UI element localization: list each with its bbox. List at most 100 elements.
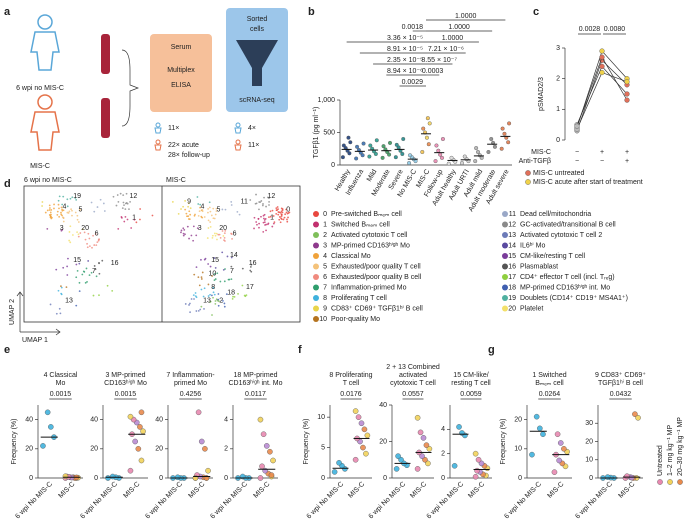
- umap-dot: [125, 192, 128, 195]
- legend-label: Pre-switched Bₘₑₘ cell: [331, 211, 402, 218]
- umap-dot: [180, 231, 182, 234]
- umap-dot: [48, 209, 51, 211]
- umap-dot: [258, 226, 260, 229]
- cluster-label: 8: [211, 284, 215, 291]
- plot-title: cytotoxic T cell: [390, 380, 436, 387]
- data-point: [419, 453, 425, 459]
- legend-swatch: [657, 479, 663, 485]
- umap-dot: [208, 201, 211, 204]
- umap-dot: [184, 233, 186, 236]
- data-point: [624, 79, 630, 85]
- umap-dot: [78, 290, 81, 292]
- umap-dot: [88, 245, 91, 248]
- plot-title: activated: [399, 372, 427, 379]
- umap-dot: [210, 294, 213, 297]
- umap-dot: [61, 209, 64, 212]
- plot-title: 18 MP-primed: [234, 372, 278, 379]
- data-point: [599, 48, 605, 54]
- umap-dot: [209, 300, 212, 303]
- mini-person: [154, 144, 162, 151]
- umap-dot: [182, 234, 185, 237]
- cluster-label: 15: [211, 257, 219, 264]
- legend-label: CD4⁺ effector T cell (incl. Tᵣₑg): [520, 274, 615, 281]
- data-point: [368, 143, 373, 148]
- umap-dot: [79, 208, 81, 211]
- legend-swatch: [313, 274, 319, 280]
- data-point: [632, 411, 638, 417]
- data-point: [348, 140, 353, 145]
- umap-title: 6 wpi no MIS-C: [24, 177, 72, 184]
- plot-title: 15 CM-like/: [453, 372, 488, 379]
- data-point: [624, 91, 630, 97]
- umap-dot: [53, 203, 55, 206]
- umap-dot: [192, 239, 195, 242]
- data-point: [393, 466, 400, 472]
- umap-dot: [224, 229, 227, 232]
- cluster-label: 0: [286, 206, 290, 213]
- umap-dot: [203, 216, 206, 218]
- data-point: [127, 467, 134, 474]
- umap-dot: [122, 194, 125, 197]
- cluster-label: 4: [200, 204, 204, 211]
- data-point: [440, 155, 445, 160]
- umap-dot: [231, 298, 234, 300]
- umap-dot: [213, 293, 216, 296]
- umap-dot: [75, 276, 78, 279]
- umap-dot: [123, 220, 126, 223]
- umap-dot: [77, 233, 80, 236]
- umap-dot: [186, 215, 188, 218]
- y-tick-label: 0: [383, 475, 387, 482]
- umap-dot: [129, 200, 131, 203]
- umap-dot: [255, 202, 258, 205]
- y-tick-label: 0: [589, 475, 593, 482]
- data-point: [472, 473, 479, 480]
- panel-label: e: [4, 344, 10, 356]
- umap-dot: [222, 235, 225, 237]
- umap-dot: [86, 242, 88, 245]
- condition-sign: −: [575, 149, 579, 156]
- umap-dot: [122, 201, 125, 204]
- umap-dot: [83, 231, 86, 234]
- umap-dot: [95, 244, 98, 247]
- panel-label: a: [4, 6, 11, 18]
- umap-dot: [255, 221, 258, 223]
- umap-dot: [58, 215, 61, 218]
- legend-swatch: [677, 479, 683, 485]
- umap-dot: [214, 300, 217, 302]
- assay-text: ELISA: [171, 82, 191, 89]
- umap-dot: [93, 265, 96, 267]
- y-tick-label: 40: [155, 416, 163, 423]
- legend-label: MP-primed CD163ʰⁱᵍʰ int. Mo: [520, 283, 610, 291]
- umap-dot: [238, 213, 241, 216]
- umap-dot: [68, 231, 71, 233]
- umap-dot: [56, 213, 59, 216]
- umap-dot: [199, 203, 202, 206]
- cluster-label: 18: [227, 289, 235, 296]
- data-point: [425, 116, 430, 121]
- umap-dot: [94, 233, 97, 235]
- data-point: [414, 414, 421, 421]
- count: 4×: [248, 125, 256, 132]
- legend-swatch: [667, 479, 673, 485]
- data-point: [446, 161, 451, 166]
- umap-dot: [253, 227, 255, 230]
- comparison-p: 8.91 × 10⁻⁵: [387, 46, 423, 53]
- person-body: [30, 31, 60, 71]
- data-point: [459, 430, 465, 436]
- data-point: [417, 429, 424, 436]
- umap-dot: [77, 221, 80, 223]
- data-point: [205, 467, 211, 474]
- data-point: [489, 136, 494, 141]
- umap-dot: [93, 210, 96, 213]
- data-point: [361, 141, 366, 146]
- data-point: [421, 126, 426, 131]
- y-tick-label: 0: [331, 162, 335, 169]
- umap-dot: [99, 198, 102, 201]
- y-tick-label: 20: [514, 416, 522, 423]
- umap-dot: [58, 195, 61, 198]
- umap-dot: [196, 227, 199, 230]
- y-tick-label: 20: [155, 446, 163, 453]
- data-point: [109, 473, 116, 480]
- data-point: [426, 445, 433, 452]
- cluster-label: 5: [217, 206, 221, 213]
